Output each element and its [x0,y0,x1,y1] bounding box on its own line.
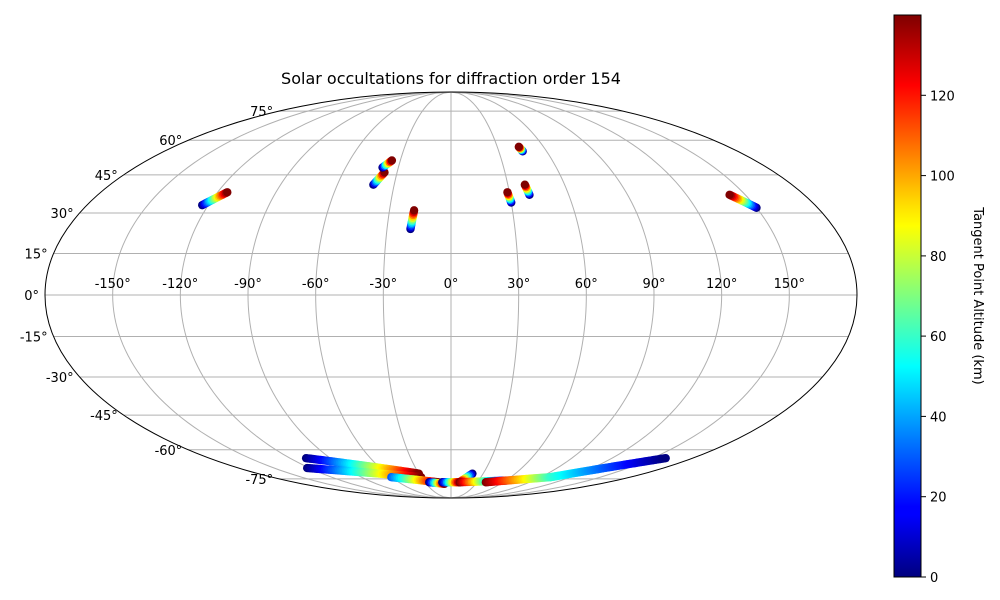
y-tick-label: -45° [90,409,118,424]
data-point [725,190,734,200]
y-tick-label: 75° [250,105,273,120]
x-tick-label: -60° [302,277,330,292]
chart-title: Solar occultations for diffraction order… [281,69,621,88]
data-point [409,206,419,215]
x-tick-label: 0° [444,277,459,292]
colorbar-gradient [893,14,922,578]
y-tick-label: 0° [24,289,39,304]
colorbar-tick-label: 20 [930,491,947,506]
data-point [514,142,524,151]
x-tick-label: -120° [162,277,198,292]
x-tick-label: 30° [507,277,530,292]
colorbar-ticks: 0 20 40 60 80 100 120 [921,89,955,586]
y-tick-label: 60° [159,134,182,149]
colorbar-tick-label: 120 [930,89,955,104]
data-point [661,453,670,463]
y-tick-label: -60° [155,444,183,459]
data-point [387,156,397,165]
y-tick-label: -15° [20,331,48,346]
colorbar-tick-label: 80 [930,250,947,265]
colorbar-tick-label: 100 [930,170,955,185]
y-tick-label: -30° [46,371,74,386]
map-boundary [44,91,858,499]
colorbar-tick-label: 40 [930,410,947,425]
colorbar-tick-label: 0 [930,571,938,586]
colorbar-tick-label: 60 [930,330,947,345]
x-tick-label: -30° [369,277,397,292]
data-point [520,180,530,189]
x-tick-label: 150° [774,277,805,292]
colorbar: 0 20 40 60 80 100 120 Tangent Point Altitude (… [893,14,985,586]
x-tick-labels: -150° -120° -90° -60° -30° 0° 30° 60° 90° 120° 150… [95,277,805,292]
x-tick-label: -150° [95,277,131,292]
y-tick-label: -75° [245,473,273,488]
graticule [45,92,857,498]
data-point [223,188,232,197]
x-tick-label: 120° [706,277,737,292]
y-tick-label: 30° [51,207,74,222]
x-tick-label: 90° [642,277,665,292]
colorbar-label: Tangent Point Altitude (km) [970,206,985,384]
y-tick-label: 45° [95,169,118,184]
data-points [198,142,761,489]
x-tick-label: -90° [234,277,262,292]
y-tick-label: 15° [25,247,48,262]
y-tick-labels: -75° -60° -45° -30° -15° 0° 15° 30° 45° 60° 75° [20,105,273,488]
data-point [503,188,512,197]
x-tick-label: 60° [575,277,598,292]
